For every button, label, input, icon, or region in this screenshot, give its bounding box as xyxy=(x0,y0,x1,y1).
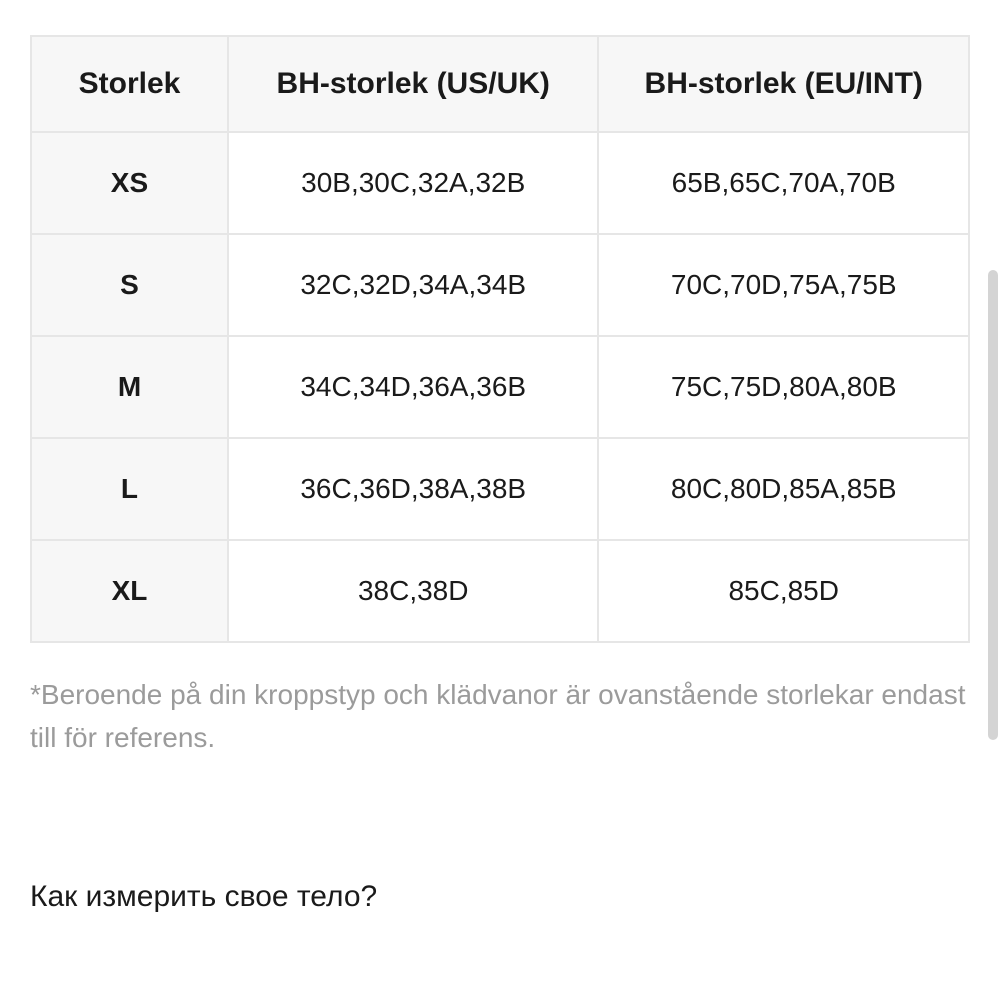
scrollbar-thumb[interactable] xyxy=(988,270,998,740)
cell-euint: 65B,65C,70A,70B xyxy=(598,132,969,234)
table-row: XS 30B,30C,32A,32B 65B,65C,70A,70B xyxy=(31,132,969,234)
cell-usuk: 34C,34D,36A,36B xyxy=(228,336,599,438)
table-row: XL 38C,38D 85C,85D xyxy=(31,540,969,642)
table-header-row: Storlek BH-storlek (US/UK) BH-storlek (E… xyxy=(31,36,969,132)
how-to-measure-heading: Как измерить свое тело? xyxy=(30,880,970,914)
cell-euint: 80C,80D,85A,85B xyxy=(598,438,969,540)
table-row: L 36C,36D,38A,38B 80C,80D,85A,85B xyxy=(31,438,969,540)
cell-size: XS xyxy=(31,132,228,234)
cell-size: XL xyxy=(31,540,228,642)
table-row: M 34C,34D,36A,36B 75C,75D,80A,80B xyxy=(31,336,969,438)
cell-size: S xyxy=(31,234,228,336)
cell-size: L xyxy=(31,438,228,540)
table-row: S 32C,32D,34A,34B 70C,70D,75A,75B xyxy=(31,234,969,336)
cell-euint: 85C,85D xyxy=(598,540,969,642)
footnote-text: *Beroende på din kroppstyp och klädvanor… xyxy=(30,673,970,760)
header-usuk: BH-storlek (US/UK) xyxy=(228,36,599,132)
header-euint: BH-storlek (EU/INT) xyxy=(598,36,969,132)
cell-euint: 70C,70D,75A,75B xyxy=(598,234,969,336)
size-table: Storlek BH-storlek (US/UK) BH-storlek (E… xyxy=(30,35,970,643)
cell-usuk: 36C,36D,38A,38B xyxy=(228,438,599,540)
cell-euint: 75C,75D,80A,80B xyxy=(598,336,969,438)
cell-usuk: 38C,38D xyxy=(228,540,599,642)
cell-usuk: 30B,30C,32A,32B xyxy=(228,132,599,234)
header-size: Storlek xyxy=(31,36,228,132)
cell-size: M xyxy=(31,336,228,438)
cell-usuk: 32C,32D,34A,34B xyxy=(228,234,599,336)
